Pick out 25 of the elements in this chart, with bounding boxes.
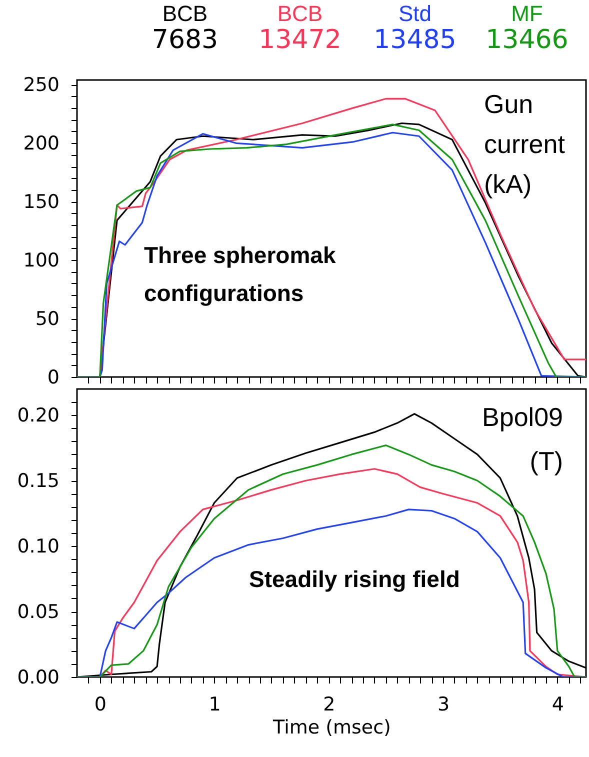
y-tick-label: 0.05: [17, 601, 60, 624]
y-tick-label: 0.15: [17, 470, 60, 492]
text: BCB 13472: [258, 1, 342, 56]
annotation: Three spheromak configurations: [144, 242, 336, 306]
y-tick-label: 0.10: [17, 536, 60, 558]
text: BCB 7683: [152, 1, 218, 56]
y-tick-label: 50: [35, 308, 60, 330]
y-tick-label: 100: [23, 250, 60, 272]
x-axis-title: Time (msec): [272, 716, 391, 738]
y-tick-label: 0: [47, 366, 60, 388]
annotation: Gun current (kA): [484, 89, 566, 199]
y-tick-label: 200: [23, 132, 60, 155]
annotation: Bpol09 (T): [482, 402, 563, 476]
x-tick-label: 1: [208, 694, 221, 716]
annotation: Steadily rising field: [249, 566, 460, 592]
x-tick-label: 0: [94, 694, 106, 716]
y-tick-label: 250: [23, 74, 60, 96]
x-tick-label: 3: [437, 694, 450, 716]
y-tick-label: 0.20: [17, 404, 60, 427]
x-tick-label: 4: [552, 694, 564, 716]
x-tick-label: 2: [323, 694, 336, 716]
text: MF 13466: [486, 1, 568, 56]
y-tick-label: 0.00: [17, 666, 60, 688]
y-tick-label: 150: [23, 191, 60, 214]
text: Std 13485: [374, 1, 456, 56]
